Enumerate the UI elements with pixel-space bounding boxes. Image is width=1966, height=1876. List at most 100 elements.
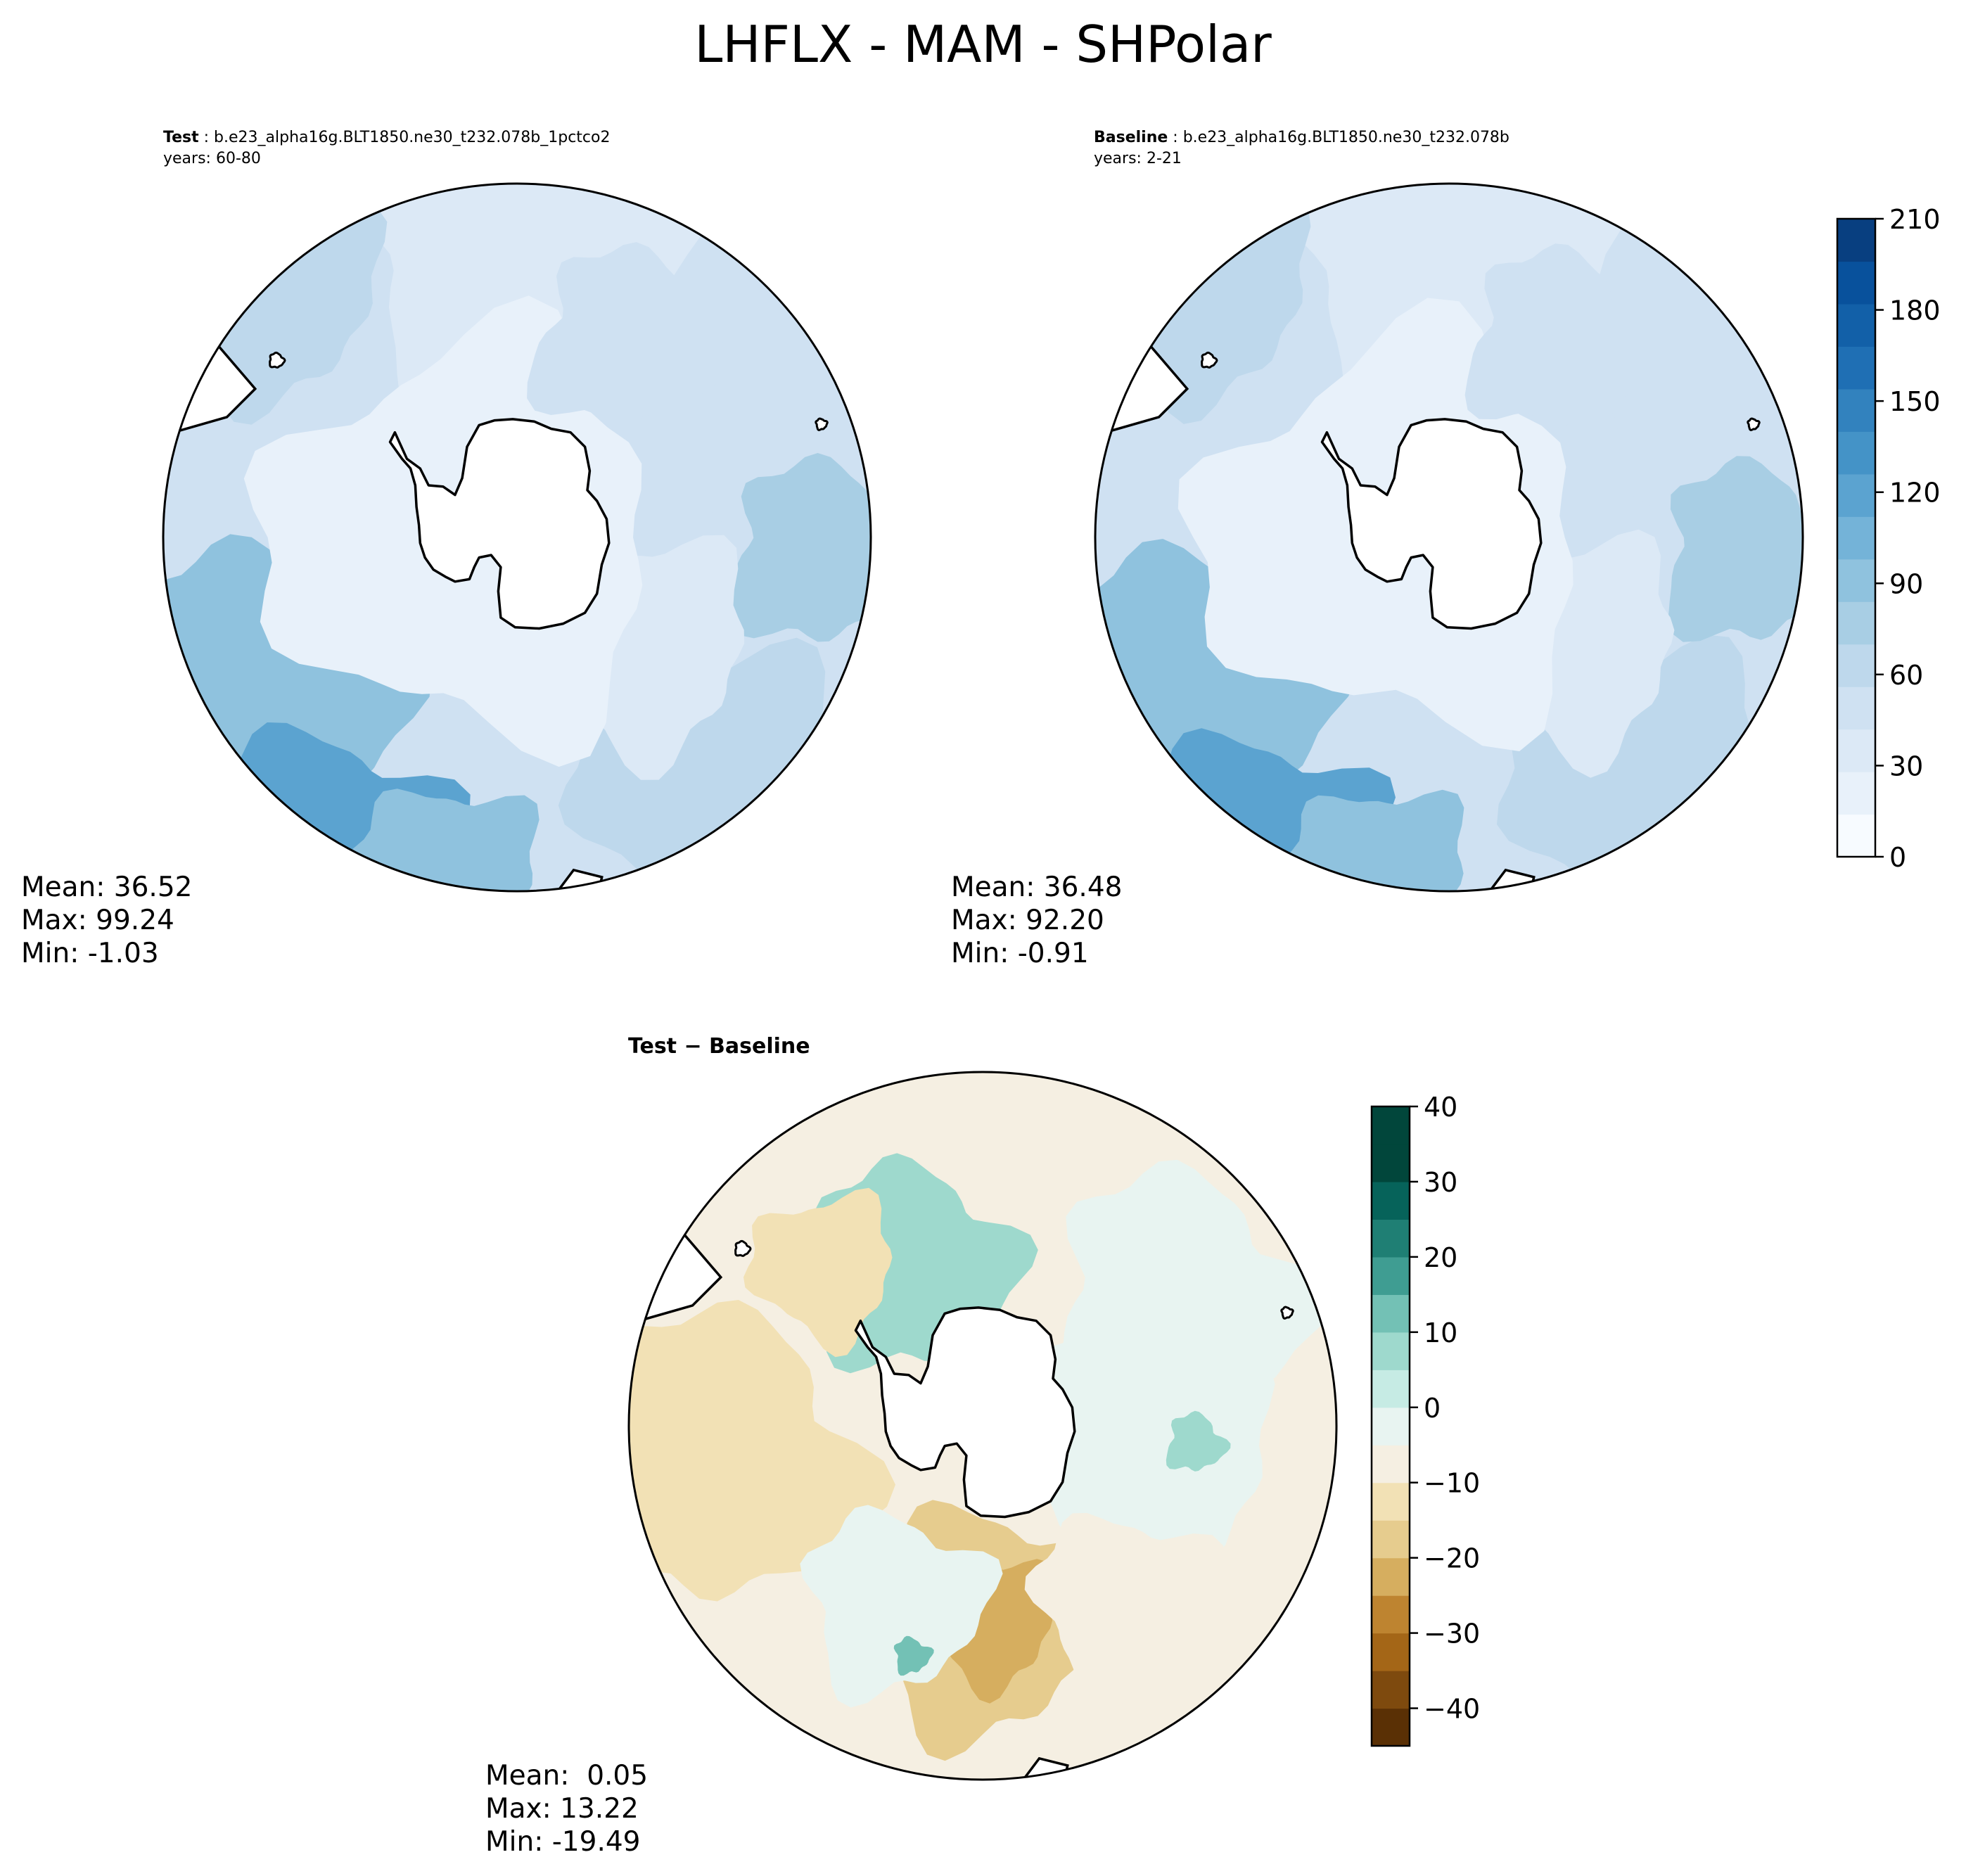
colorbar-segment (1372, 1370, 1410, 1408)
figure-title: LHFLX - MAM - SHPolar (694, 15, 1272, 74)
colorbar-tick-label: −20 (1424, 1543, 1480, 1574)
island-coastline (269, 351, 286, 369)
island-coastline (1280, 1306, 1294, 1320)
colorbar-tick-label: 150 (1889, 386, 1941, 417)
colorbar-tick-label: −30 (1424, 1619, 1480, 1650)
colorbar-segment (1372, 1407, 1410, 1446)
colorbar-diff: −40 −30 −20 −10 0 10 20 30 40 (1370, 1092, 1480, 1747)
colorbar-segment (1837, 601, 1875, 645)
contour-fill (629, 1300, 895, 1602)
colorbar-segment (1372, 1595, 1410, 1634)
colorbar-segment (1372, 1708, 1410, 1747)
colorbar-tick-label: 0 (1889, 842, 1906, 873)
test-label: Test (163, 129, 199, 146)
island-coastline (815, 417, 829, 431)
colorbar-segment (1837, 559, 1875, 602)
baseline-min: Min: -0.91 (951, 938, 1089, 969)
baseline-max: Max: 92.20 (951, 905, 1104, 936)
colorbar-segment (1372, 1219, 1410, 1258)
colorbar-tick-label: 10 (1424, 1317, 1457, 1348)
colorbar-tick-label: 30 (1424, 1167, 1457, 1198)
test-panel-title: Test : b.e23_alpha16g.BLT1850.ne30_t232.… (163, 128, 610, 148)
colorbar-segment (1372, 1181, 1410, 1220)
colorbar-segment (1372, 1106, 1410, 1145)
contour-fill (349, 184, 715, 441)
colorbar-tick-label: 40 (1424, 1092, 1457, 1123)
colorbar-tick-label: 180 (1889, 295, 1941, 326)
colorbar-segment (1372, 1294, 1410, 1333)
colorbar-segment (1837, 388, 1875, 432)
colorbar-tick-label: 60 (1889, 660, 1923, 691)
diff-panel-title: Test − Baseline (628, 1034, 810, 1059)
diff-stats: Mean: 0.05 Max: 13.22 Min: -19.49 (485, 1759, 648, 1858)
colorbar-segment (1837, 772, 1875, 815)
colorbar-segment (1837, 431, 1875, 475)
colorbar-segment (1837, 729, 1875, 772)
colorbar-segment (1372, 1332, 1410, 1370)
colorbar-tick-label: −10 (1424, 1468, 1480, 1499)
diff-min: Min: -19.49 (485, 1826, 641, 1858)
diff-mean: Mean: 0.05 (485, 1760, 649, 1792)
contour-fill (1166, 1410, 1231, 1472)
island-coastline (734, 1239, 752, 1257)
colorbar-segment (1372, 1445, 1410, 1483)
colorbar-tick-label: 20 (1424, 1242, 1457, 1273)
test-max: Max: 99.24 (21, 905, 174, 936)
colorbar-segment (1837, 303, 1875, 347)
map-boundary (627, 1071, 1338, 1781)
contour-fill (1277, 789, 1464, 891)
contour-fill (1024, 1512, 1223, 1714)
colorbar-tick-label: 0 (1424, 1393, 1441, 1424)
colorbar-segment (1372, 1482, 1410, 1521)
contour-fill (729, 453, 871, 642)
colorbar-segment (1372, 1256, 1410, 1295)
colorbar-segment (1372, 1557, 1410, 1596)
contour-fill (527, 242, 734, 430)
baseline-label: Baseline (1094, 129, 1168, 146)
baseline-case-name: : b.e23_alpha16g.BLT1850.ne30_t232.078b (1168, 129, 1509, 146)
colorbar-segment (1837, 516, 1875, 560)
test-case-name: : b.e23_alpha16g.BLT1850.ne30_t232.078b_… (198, 129, 611, 146)
contour-fill (1668, 456, 1803, 642)
colorbar-segment (1837, 687, 1875, 730)
colorbar-tick-label: 90 (1889, 568, 1923, 599)
test-min: Min: -1.03 (21, 938, 159, 969)
baseline-map (1094, 182, 1804, 893)
colorbar-segment (1837, 219, 1875, 262)
colorbar-segment (1372, 1144, 1410, 1182)
colorbar-tick-label: 210 (1889, 204, 1941, 235)
test-mean: Mean: 36.52 (21, 872, 193, 903)
colorbar-segment (1372, 1671, 1410, 1709)
contour-fill (1464, 243, 1665, 429)
baseline-years: years: 2-21 (1094, 150, 1182, 167)
colorbar-segment (1837, 473, 1875, 517)
test-stats: Mean: 36.52 Max: 99.24 Min: -1.03 (21, 871, 192, 970)
map-boundary (162, 182, 872, 893)
colorbar-segment (1837, 814, 1875, 857)
contour-fill (800, 1505, 1003, 1708)
island-coastline (1747, 417, 1761, 431)
test-years: years: 60-80 (163, 150, 261, 167)
contour-fill (345, 789, 540, 891)
colorbar-segment (1372, 1520, 1410, 1559)
antarctica-coastline (388, 418, 611, 630)
contour-fill (893, 1635, 934, 1676)
antarctica-coastline (1320, 418, 1543, 630)
colorbar-tick-label: 30 (1889, 751, 1923, 781)
baseline-mean: Mean: 36.48 (951, 872, 1123, 903)
colorbar-tick-label: 120 (1889, 478, 1941, 509)
diff-max: Max: 13.22 (485, 1793, 639, 1825)
diff-map (627, 1071, 1338, 1781)
colorbar-segment (1837, 346, 1875, 390)
colorbar-lhflx: 0 30 60 90 120 150 180 210 (1836, 204, 1941, 873)
colorbar-frame (1370, 1105, 1411, 1747)
colorbar-frame (1836, 217, 1877, 858)
colorbar-segment (1372, 1633, 1410, 1671)
baseline-panel-title: Baseline : b.e23_alpha16g.BLT1850.ne30_t… (1094, 128, 1509, 148)
test-map (162, 182, 872, 893)
contour-fill (743, 1187, 893, 1358)
colorbar-segment (1837, 261, 1875, 305)
baseline-stats: Mean: 36.48 Max: 92.20 Min: -0.91 (951, 871, 1122, 970)
island-coastline (1201, 351, 1218, 369)
